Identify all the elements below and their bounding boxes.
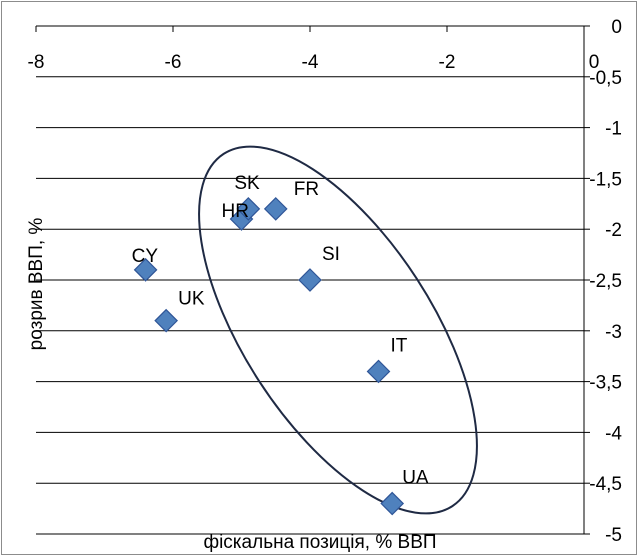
y-tick-label: -2,5 [589,271,622,292]
point-label-hr: HR [222,201,249,222]
y-tick-label: -0,5 [589,68,622,89]
x-tick-label: 0 [589,52,600,73]
y-tick-label: -4 [605,423,622,444]
y-tick-label: -5 [605,525,622,546]
y-tick-label: 0 [611,17,622,38]
gridlines [36,76,584,535]
point-label-sk: SK [234,173,260,194]
point-label-fr: FR [294,179,319,200]
x-tick-label: -2 [439,52,456,73]
data-point-cy [133,257,158,282]
point-label-uk: UK [178,289,205,310]
x-tick-labels: -8 -6 -4 -2 0 [28,26,600,73]
x-tick-label: -4 [302,52,319,73]
data-points [133,197,405,516]
point-labels: CY UK HR SK FR SI IT UA [132,173,429,489]
point-label-cy: CY [132,246,159,267]
data-point-sk [236,197,261,221]
point-label-it: IT [391,335,408,356]
point-label-ua: UA [402,468,429,489]
data-point-si [298,268,322,292]
y-tick-label: -3 [605,322,622,343]
point-label-si: SI [322,244,340,265]
data-point-ua [380,491,405,516]
y-tick-label: -1,5 [589,169,622,190]
y-tick-labels: 0-0,5-1-1,5-2-2,5-3-3,5-4-4,5-5 [584,17,622,546]
x-tick-label: -6 [165,52,182,73]
annotation-layer [198,145,478,515]
y-tick-label: -3,5 [589,373,622,394]
data-point-it [366,359,391,384]
y-tick-label: -2 [605,220,622,241]
data-point-uk [154,308,178,333]
data-point-fr [263,197,288,221]
y-tick-label: -1 [605,119,622,140]
y-axis-title: розрив ВВП, % [26,218,47,351]
x-axis-title: фіскальна позиція, % ВВП [203,532,436,553]
x-tick-label: -8 [28,52,45,73]
y-tick-label: -4,5 [589,474,622,495]
annotation-ellipse [198,145,478,515]
